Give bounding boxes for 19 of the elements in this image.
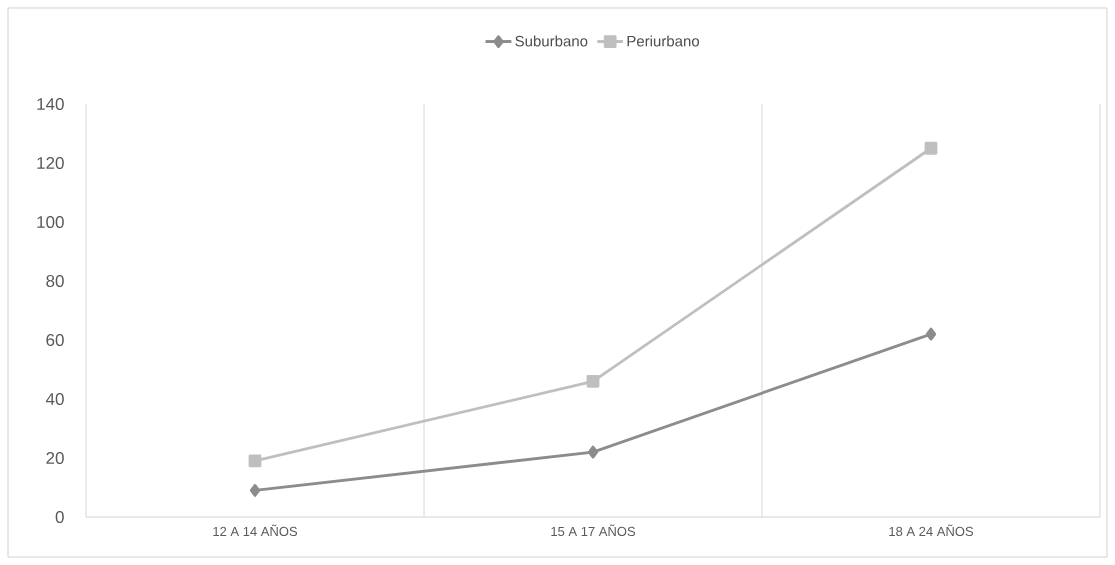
y-tick-label: 20 <box>46 451 64 465</box>
y-tick-label: 140 <box>37 97 64 111</box>
x-tick-label: 12 A 14 AÑOS <box>213 524 298 537</box>
legend-label: Suburbano <box>515 35 588 47</box>
y-tick-label: 60 <box>46 333 64 347</box>
point <box>924 141 938 155</box>
y-tick-label: 0 <box>55 510 64 524</box>
point <box>586 374 600 388</box>
y-tick-label: 100 <box>37 215 64 229</box>
point <box>925 327 937 341</box>
point <box>587 445 599 459</box>
y-tick-label: 80 <box>46 274 64 288</box>
point <box>248 454 262 468</box>
point <box>249 484 261 497</box>
y-tick-label: 40 <box>45 392 64 406</box>
x-tick-label: 15 A 17 AÑOS <box>551 524 636 537</box>
legend-label: Periurbano <box>627 35 700 47</box>
y-tick-label: 120 <box>37 156 64 170</box>
x-tick-label: 18 A 24 AÑOS <box>889 524 974 537</box>
